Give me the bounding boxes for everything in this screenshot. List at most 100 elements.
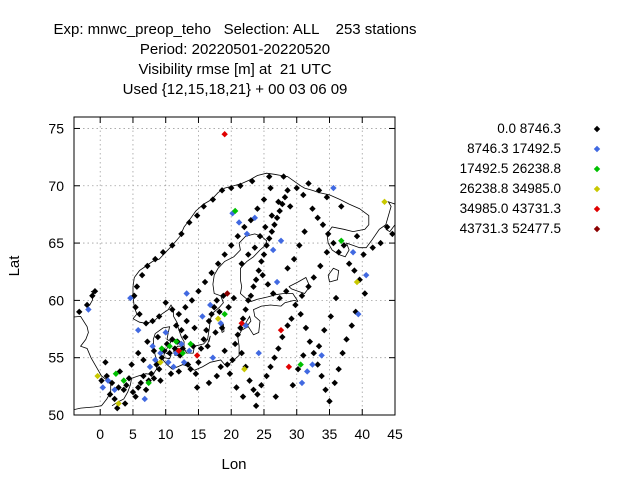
grid-lines: [74, 117, 396, 416]
station-point: [335, 249, 342, 256]
station-point: [355, 310, 362, 318]
station-point: [288, 315, 295, 322]
station-point: [136, 310, 143, 318]
x-tick-label: 10: [158, 426, 174, 442]
station-point: [172, 349, 180, 357]
station-point: [273, 278, 281, 286]
station-point: [255, 267, 262, 274]
station-point: [259, 271, 266, 279]
coastline: [245, 315, 252, 325]
station-point: [226, 370, 234, 377]
legend-entry-label: 26238.8 34985.0: [460, 181, 561, 196]
station-point: [369, 244, 376, 251]
station-point: [85, 306, 92, 313]
station-point: [214, 315, 222, 322]
station-point: [197, 345, 205, 352]
station-point: [201, 278, 209, 286]
station-point: [207, 301, 214, 309]
station-point: [112, 370, 120, 377]
station-point: [284, 187, 291, 194]
station-point: [306, 338, 314, 345]
y-tick-label: 65: [48, 235, 64, 251]
station-point: [262, 223, 269, 231]
station-point: [83, 301, 91, 309]
station-point: [149, 317, 156, 325]
station-point: [297, 361, 304, 368]
station-point: [237, 324, 244, 332]
station-point: [140, 372, 147, 380]
station-point: [186, 219, 193, 226]
station-point: [351, 267, 358, 274]
station-point: [94, 372, 101, 380]
legend-entry-label: 0.0 8746.3: [497, 121, 561, 136]
station-point: [121, 400, 129, 407]
station-point: [258, 382, 265, 389]
station-point: [144, 338, 151, 345]
station-point: [186, 347, 193, 355]
station-point: [224, 361, 231, 368]
station-point: [91, 288, 99, 295]
station-point: [76, 308, 83, 316]
station-point: [272, 393, 279, 400]
station-point: [183, 317, 190, 325]
y-tick-label: 55: [48, 350, 64, 366]
station-point: [148, 370, 155, 377]
station-point: [191, 324, 198, 332]
station-point: [157, 359, 164, 366]
station-point: [233, 384, 240, 391]
station-point: [221, 130, 228, 138]
station-point: [231, 340, 239, 348]
station-point: [258, 258, 265, 265]
station-point: [205, 317, 213, 325]
station-point: [245, 251, 252, 258]
station-point: [298, 292, 306, 299]
station-point: [246, 377, 253, 384]
coastline: [327, 267, 340, 283]
station-point: [250, 386, 257, 393]
station-point: [188, 297, 196, 304]
station-point: [254, 205, 261, 212]
station-point: [269, 246, 277, 254]
station-point: [243, 230, 251, 238]
station-point: [381, 198, 388, 206]
station-point: [285, 363, 293, 371]
station-point: [169, 306, 176, 313]
station-point: [199, 313, 206, 320]
x-tick-label: 35: [322, 426, 338, 442]
station-point: [266, 173, 273, 180]
station-point: [300, 352, 307, 359]
station-point: [111, 386, 118, 393]
station-point: [338, 203, 345, 210]
station-point: [279, 200, 286, 208]
station-point: [302, 324, 310, 332]
station-point: [256, 233, 264, 240]
station-point: [338, 237, 345, 244]
station-point: [221, 347, 228, 355]
station-point: [309, 361, 316, 368]
station-point: [155, 313, 163, 320]
station-point: [238, 320, 245, 327]
station-point: [104, 377, 112, 384]
station-point: [218, 187, 226, 194]
x-axis-ticks: 0 5 10 15 20 25 30 35 40 45: [96, 117, 403, 442]
station-point: [214, 260, 222, 267]
station-point: [187, 340, 194, 348]
station-point: [146, 363, 154, 371]
station-point: [200, 336, 207, 343]
station-point: [284, 322, 291, 329]
station-point: [345, 260, 353, 267]
station-point: [267, 363, 274, 371]
station-point: [159, 249, 167, 256]
station-point: [129, 388, 137, 396]
station-point: [228, 242, 235, 249]
station-point: [142, 386, 150, 393]
legend-entry-label: 34985.0 43731.3: [460, 201, 561, 216]
station-point: [310, 349, 317, 357]
station-point: [238, 349, 245, 357]
station-point: [218, 324, 226, 332]
station-point: [115, 400, 122, 407]
coastline: [74, 315, 112, 411]
station-point: [389, 230, 396, 238]
station-point: [152, 255, 159, 263]
